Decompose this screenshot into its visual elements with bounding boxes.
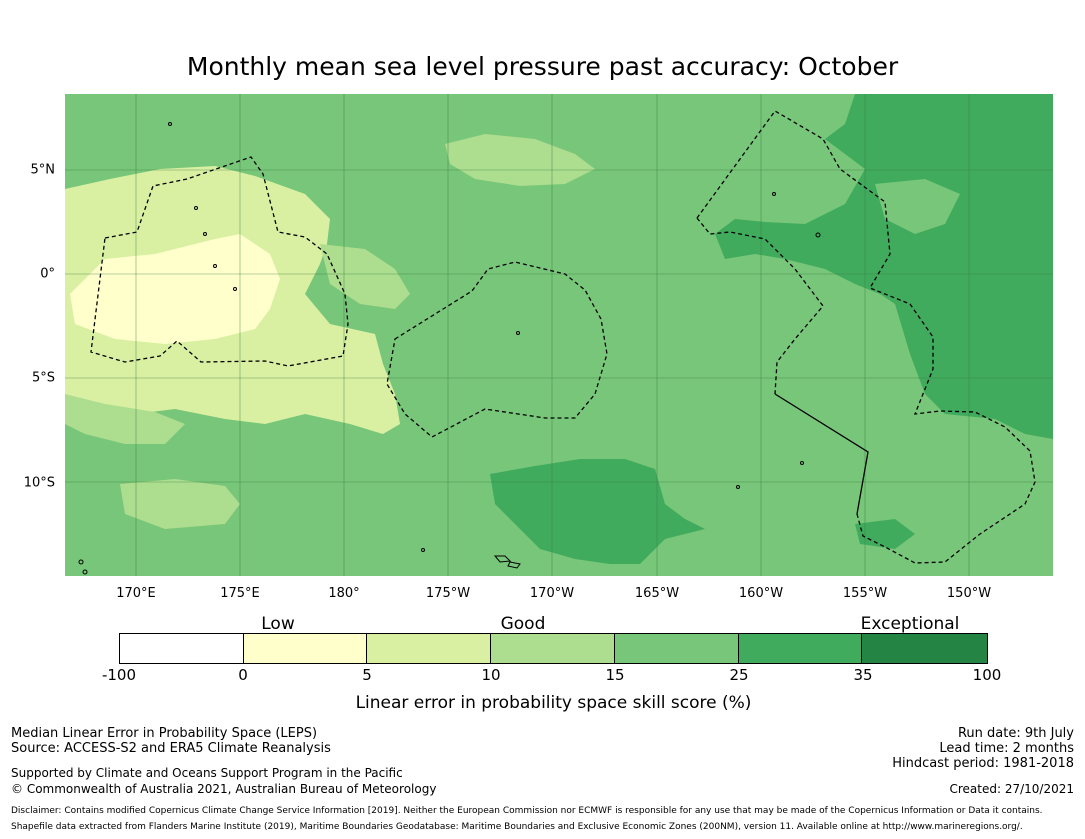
colorbar-tick: 10 bbox=[481, 666, 501, 684]
hindcast-period: Hindcast period: 1981-2018 bbox=[892, 756, 1074, 771]
footer-source: Source: ACCESS-S2 and ERA5 Climate Reana… bbox=[11, 741, 331, 756]
skill-region-10-15 bbox=[120, 479, 240, 529]
skill-region-10-15 bbox=[445, 134, 595, 186]
skill-region-10-15 bbox=[65, 394, 185, 444]
skill-region-25-35 bbox=[715, 94, 1053, 439]
lat-label-5s: 5°S bbox=[31, 370, 55, 386]
footer-copyright: © Commonwealth of Australia 2021, Austra… bbox=[11, 782, 437, 796]
colorbar-label: Linear error in probability space skill … bbox=[355, 693, 752, 713]
colorbar-tick: 5 bbox=[362, 666, 372, 684]
colorbar-segment bbox=[120, 634, 244, 663]
lat-label-10s: 10°S bbox=[23, 475, 55, 491]
created-date: Created: 27/10/2021 bbox=[949, 782, 1074, 796]
skill-region-25-35 bbox=[855, 519, 915, 549]
lead-time: Lead time: 2 months bbox=[939, 741, 1074, 756]
islands bbox=[78, 122, 821, 575]
shapefile-credit: Shapefile data extracted from Flanders M… bbox=[11, 822, 1023, 832]
lon-label-160w: 160°W bbox=[738, 586, 784, 601]
disclaimer: Disclaimer: Contains modified Copernicus… bbox=[11, 806, 1043, 816]
island bbox=[772, 192, 776, 196]
lon-label-175e: 175°E bbox=[220, 586, 260, 601]
island bbox=[168, 122, 172, 126]
colorbar-tick: 35 bbox=[853, 666, 873, 684]
eez-boundary-east bbox=[696, 110, 1036, 564]
category-low: Low bbox=[261, 614, 295, 634]
category-exceptional: Exceptional bbox=[860, 614, 960, 634]
island bbox=[82, 569, 88, 575]
eez-boundaries bbox=[90, 110, 1036, 564]
island bbox=[815, 232, 821, 238]
lon-label-170e: 170°E bbox=[116, 586, 156, 601]
colorbar-segment bbox=[862, 634, 988, 663]
eez-boundary-central bbox=[386, 261, 608, 438]
footer-method: Median Linear Error in Probability Space… bbox=[11, 726, 318, 741]
island bbox=[507, 561, 521, 569]
graticule bbox=[65, 94, 1053, 576]
skill-region-15-25 bbox=[875, 179, 960, 234]
category-good: Good bbox=[500, 614, 546, 634]
footer-support: Supported by Climate and Oceans Support … bbox=[11, 766, 403, 780]
lon-label-165w: 165°W bbox=[634, 586, 680, 601]
eez-boundary-east-2 bbox=[696, 217, 824, 395]
colorbar-segment bbox=[614, 634, 739, 663]
island bbox=[78, 559, 84, 565]
island bbox=[213, 264, 217, 268]
skill-map bbox=[65, 94, 1053, 576]
map-title: Monthly mean sea level pressure past acc… bbox=[186, 52, 899, 81]
island bbox=[493, 555, 512, 563]
island bbox=[421, 548, 425, 552]
skill-region-10-15 bbox=[320, 244, 410, 309]
skill-map-canvas bbox=[65, 94, 1053, 576]
colorbar-segment bbox=[738, 634, 863, 663]
lon-label-150w: 150°W bbox=[946, 586, 992, 601]
colorbar-segment bbox=[491, 634, 615, 663]
run-date: Run date: 9th July bbox=[957, 726, 1074, 741]
lon-label-180: 180° bbox=[328, 586, 360, 601]
colorbar-segment bbox=[367, 634, 492, 663]
island bbox=[800, 461, 804, 465]
colorbar-segment bbox=[243, 634, 368, 663]
colorbar-tick: 100 bbox=[972, 666, 1002, 684]
colorbar-tick: 0 bbox=[238, 666, 248, 684]
lon-label-175w: 175°W bbox=[425, 586, 471, 601]
island bbox=[203, 232, 207, 236]
lon-label-170w: 170°W bbox=[529, 586, 575, 601]
skill-region-0-5 bbox=[70, 234, 280, 344]
lat-label-0: 0° bbox=[40, 266, 55, 282]
eez-boundary-solid bbox=[774, 393, 869, 515]
lat-label-5n: 5°N bbox=[30, 162, 56, 178]
skill-region-25-35 bbox=[490, 459, 705, 564]
colorbar-tick: 15 bbox=[605, 666, 625, 684]
eez-boundary-west bbox=[90, 156, 349, 367]
island bbox=[516, 331, 520, 335]
colorbar bbox=[119, 633, 988, 664]
lon-label-155w: 155°W bbox=[842, 586, 888, 601]
colorbar-tick: 25 bbox=[729, 666, 749, 684]
colorbar-tick: -100 bbox=[101, 666, 137, 684]
island bbox=[736, 485, 740, 489]
island bbox=[194, 206, 198, 210]
island bbox=[233, 287, 237, 291]
